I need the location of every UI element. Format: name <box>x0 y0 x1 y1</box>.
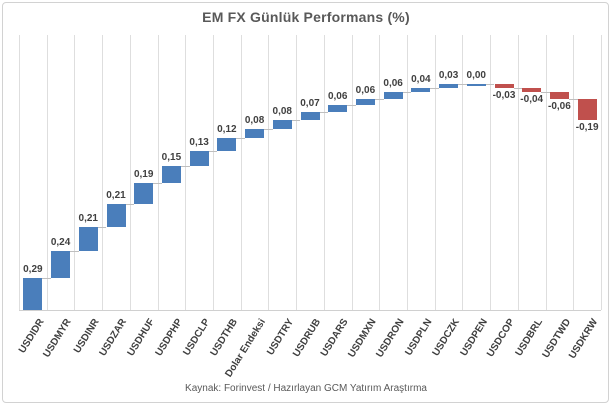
bar-USDMXN <box>355 98 375 106</box>
gridline <box>296 35 297 310</box>
bar-USDPEN <box>466 84 486 87</box>
bar-USDPHP <box>161 165 181 183</box>
gridline <box>324 35 325 310</box>
connector-line <box>42 277 52 279</box>
bar-USDMYR <box>51 250 71 278</box>
gridline <box>546 35 547 310</box>
connector-line <box>485 84 495 86</box>
gridline <box>130 35 131 310</box>
value-label: 0,15 <box>161 151 182 163</box>
bar-USDBRL <box>522 87 542 92</box>
connector-line <box>153 182 162 184</box>
value-label: 0,00 <box>466 70 486 82</box>
bar-USDTRY <box>272 119 292 129</box>
bar-USDRUB <box>300 112 320 120</box>
gridline <box>102 35 103 310</box>
gridline <box>158 35 159 310</box>
value-label: 0,29 <box>23 263 43 275</box>
gridline <box>435 35 436 310</box>
connector-line <box>513 87 523 89</box>
bar-USDCLP <box>189 151 209 166</box>
gridline <box>268 35 269 310</box>
value-label: 0,13 <box>189 137 209 149</box>
gridline <box>573 35 574 310</box>
connector-line <box>374 98 384 100</box>
bar-USDCZK <box>439 84 459 88</box>
bar-USDARS <box>328 105 348 113</box>
gridline <box>490 35 491 310</box>
plot-area: 0,29 0,24 0,21 0,21 0,19 0,15 0,13 0,12 0,08 0,08… <box>19 35 602 311</box>
value-label: 0,04 <box>411 73 431 85</box>
bar-USDCOP <box>494 84 514 88</box>
connector-line <box>236 137 246 139</box>
connector-line <box>264 128 273 130</box>
gridline <box>47 35 48 310</box>
gridline <box>462 35 463 310</box>
value-label: 0,06 <box>327 91 348 103</box>
value-label: -0,19 <box>575 121 599 133</box>
gridline <box>352 35 353 310</box>
gridline <box>74 35 75 310</box>
value-label: -0,03 <box>492 89 516 101</box>
connector-line <box>291 119 301 121</box>
value-label: -0,04 <box>520 94 544 105</box>
value-label: 0,21 <box>106 189 126 201</box>
connector-line <box>458 84 467 86</box>
gridline <box>379 35 380 310</box>
gridline <box>213 35 214 310</box>
connector-line <box>402 92 412 93</box>
chart-title: EM FX Günlük Performans (%) <box>202 9 410 25</box>
gridline <box>601 35 602 310</box>
connector-line <box>208 151 218 153</box>
connector-line <box>70 250 79 252</box>
gridline <box>185 35 186 310</box>
source-caption: Kaynak: Forinvest / Hazırlayan GCM Yatır… <box>185 383 427 394</box>
gridline <box>19 35 20 310</box>
bar-USDIDR <box>23 277 43 310</box>
bar-USDTHB <box>217 137 237 152</box>
bar-USDINR <box>78 227 98 251</box>
value-label: 0,21 <box>78 213 98 225</box>
bar-USDHUF <box>134 182 154 204</box>
value-label: 0,06 <box>355 84 376 96</box>
x-axis-line <box>19 310 601 311</box>
bar-USDPLN <box>411 87 431 92</box>
connector-line <box>347 105 356 107</box>
value-label: 0,12 <box>217 123 237 135</box>
value-label: 0,06 <box>383 78 403 89</box>
gridline <box>518 35 519 310</box>
bar-USDRON <box>383 92 403 99</box>
bar-USDKRW <box>577 98 597 120</box>
connector-line <box>319 112 329 114</box>
connector-line <box>97 227 107 229</box>
connector-line <box>180 165 190 167</box>
bar-USDTWD <box>549 92 569 99</box>
bar-USDZAR <box>106 203 126 228</box>
value-label: 0,08 <box>244 114 265 126</box>
value-label: 0,19 <box>133 168 154 180</box>
gridline <box>241 35 242 310</box>
gridline <box>407 35 408 310</box>
connector-line <box>568 98 578 100</box>
value-label: 0,07 <box>300 98 320 110</box>
connector-line <box>125 203 135 205</box>
chart-border <box>2 2 609 403</box>
value-label: 0,24 <box>50 236 71 248</box>
value-label: 0,03 <box>438 70 459 82</box>
value-label: 0,08 <box>272 105 292 117</box>
connector-line <box>430 87 440 89</box>
connector-line <box>541 92 550 93</box>
value-label: -0,06 <box>548 100 571 112</box>
bar-Dolar Endeksi <box>245 128 265 138</box>
